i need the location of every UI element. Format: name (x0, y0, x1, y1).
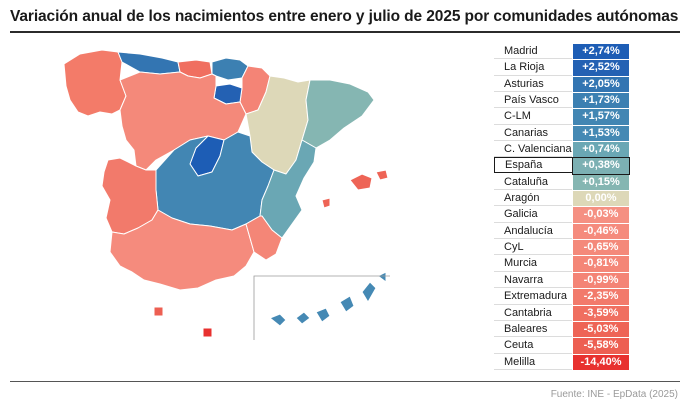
table-row: Andalucía -0,46% (494, 223, 630, 240)
row-label: Extremadura (494, 289, 572, 305)
table-row: Cantabria -3,59% (494, 305, 630, 322)
table-row: España +0,38% (494, 157, 630, 175)
row-label: Madrid (494, 44, 572, 60)
table-row: Canarias +1,53% (494, 125, 630, 142)
row-value: +1,53% (573, 125, 629, 142)
row-value: -2,35% (573, 289, 629, 305)
footer-divider (10, 381, 680, 382)
row-label: País Vasco (494, 93, 572, 109)
row-label: Galicia (494, 207, 572, 223)
table-row: Madrid +2,74% (494, 44, 630, 60)
table-row: Asturias +2,05% (494, 76, 630, 93)
row-label: Aragón (494, 191, 572, 207)
row-value: +0,38% (572, 157, 630, 175)
row-label: Ceuta (494, 338, 572, 354)
row-label: La Rioja (494, 60, 572, 76)
row-label: Asturias (494, 77, 572, 93)
row-value: +0,74% (573, 142, 629, 158)
table-row: Cataluña +0,15% (494, 174, 630, 191)
row-value: -5,58% (573, 338, 629, 354)
spain-map (63, 49, 390, 340)
row-label: Navarra (494, 273, 572, 289)
region-cataluna[interactable] (301, 79, 375, 149)
region-ceuta[interactable] (153, 306, 164, 317)
table-row: C. Valenciana +0,74% (494, 142, 630, 158)
region-melilla[interactable] (202, 327, 213, 338)
row-value: +1,57% (573, 109, 629, 125)
table-row: Melilla -14,40% (494, 354, 630, 371)
table-row: La Rioja +2,52% (494, 60, 630, 76)
region-galicia[interactable] (63, 49, 127, 117)
table-row: Navarra -0,99% (494, 272, 630, 289)
table-row: CyL -0,65% (494, 240, 630, 256)
region-murcia[interactable] (245, 215, 283, 261)
region-c-valenciana[interactable] (259, 139, 317, 239)
row-label: Cataluña (494, 175, 572, 191)
row-value: +2,74% (573, 44, 629, 60)
table-row: Galicia -0,03% (494, 207, 630, 223)
row-label: CyL (494, 240, 572, 256)
chart-title: Variación anual de los nacimientos entre… (10, 8, 679, 25)
row-value: -3,59% (573, 305, 629, 321)
table-row: Ceuta -5,58% (494, 338, 630, 354)
row-label: Baleares (494, 322, 572, 338)
table-row: Aragón 0,00% (494, 191, 630, 207)
row-value: -0,03% (573, 207, 629, 223)
row-label: C-LM (494, 109, 572, 125)
table-row: País Vasco +1,73% (494, 93, 630, 109)
table-row: Murcia -0,81% (494, 256, 630, 272)
row-value: -0,99% (573, 272, 629, 289)
title-divider (10, 31, 680, 33)
row-value: +2,05% (573, 76, 629, 93)
row-value: -0,65% (573, 240, 629, 256)
row-value: -0,81% (573, 256, 629, 272)
table-row: Extremadura -2,35% (494, 289, 630, 305)
row-label: Andalucía (494, 224, 572, 240)
table-row: C-LM +1,57% (494, 109, 630, 125)
row-value: +0,15% (573, 174, 629, 191)
region-baleares[interactable] (321, 169, 389, 209)
row-label: Murcia (494, 256, 572, 272)
row-value: +1,73% (573, 93, 629, 109)
row-label: Melilla (494, 355, 572, 370)
canarias-inset-frame (253, 275, 390, 340)
region-asturias[interactable] (117, 51, 181, 75)
row-value: -5,03% (573, 321, 629, 338)
region-canarias[interactable] (269, 271, 387, 327)
row-value: -0,46% (573, 223, 629, 240)
row-label: España (494, 157, 572, 174)
row-value: -14,40% (573, 354, 629, 370)
row-label: Canarias (494, 126, 572, 142)
values-table: Madrid +2,74% La Rioja +2,52% Asturias +2,05%… (494, 44, 630, 371)
row-label: Cantabria (494, 306, 572, 321)
row-value: +2,52% (573, 60, 629, 76)
source-note: Fuente: INE - EpData (2025) (550, 389, 678, 400)
row-label: C. Valenciana (494, 142, 572, 158)
table-row: Baleares -5,03% (494, 321, 630, 338)
row-value: 0,00% (573, 191, 629, 207)
